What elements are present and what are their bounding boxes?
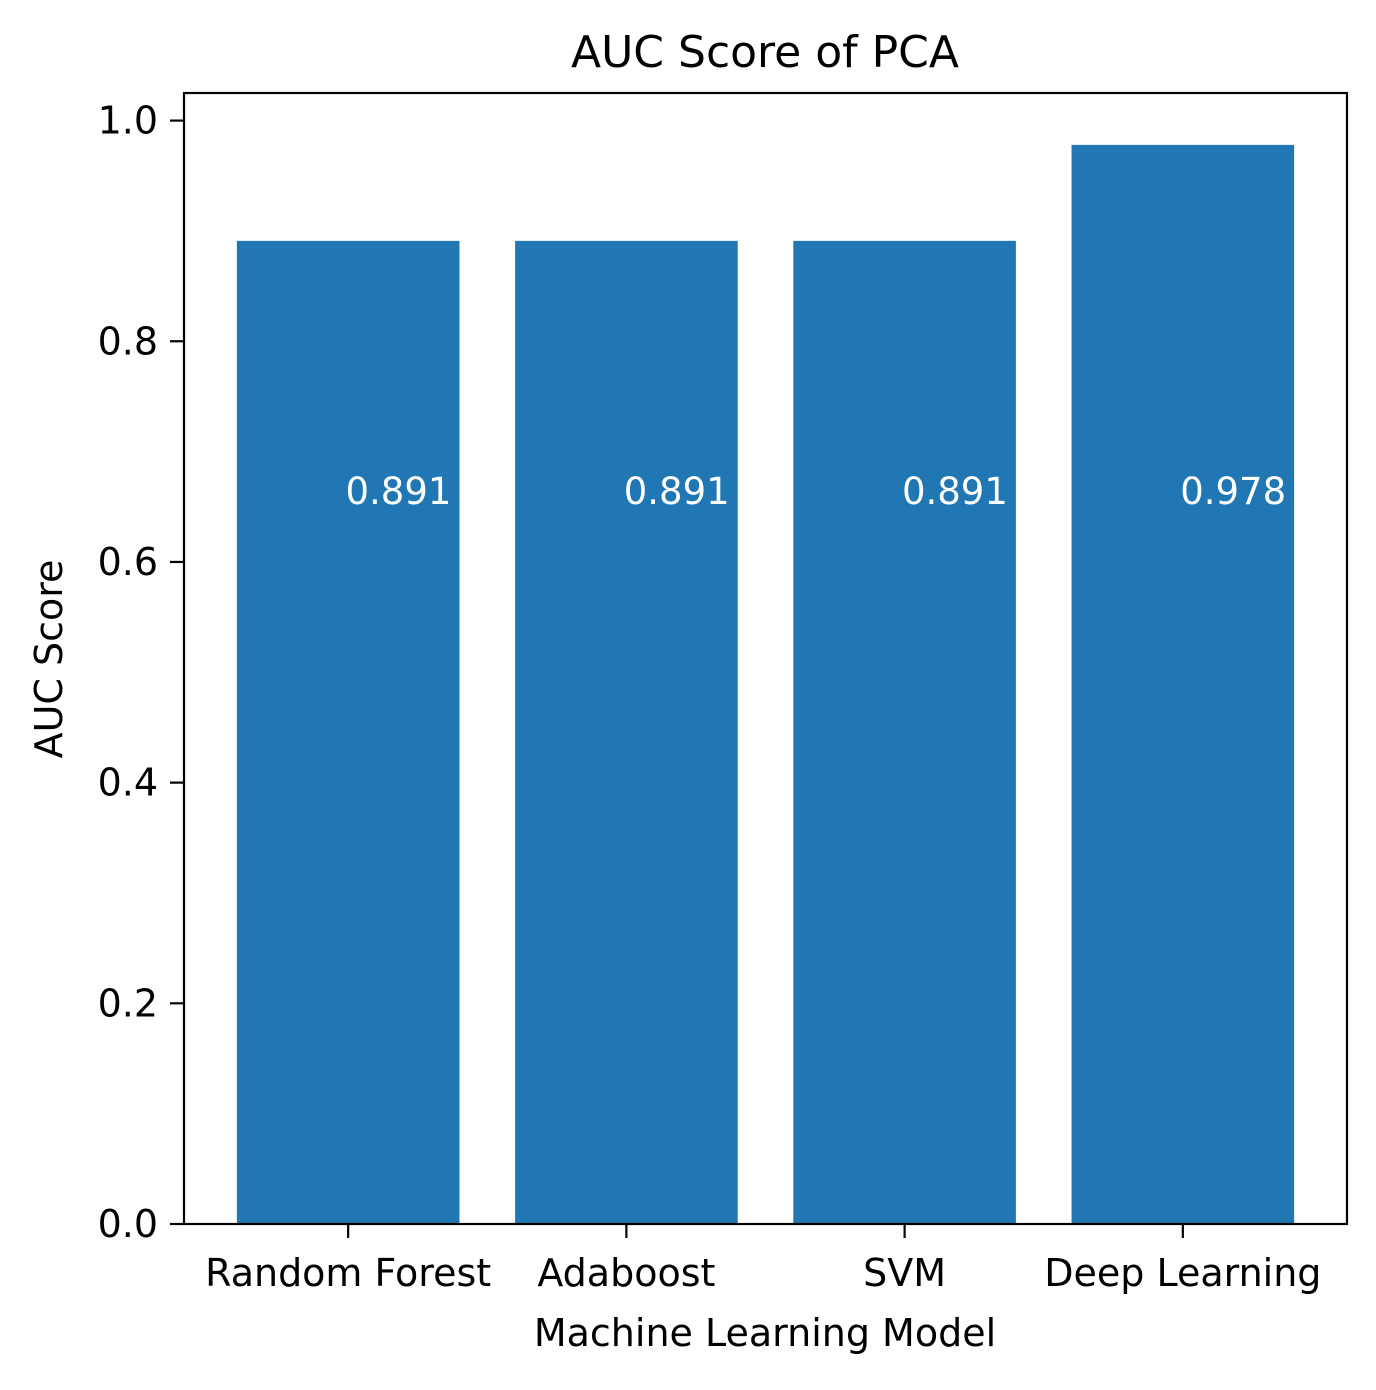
- y-tick-label: 0.4: [98, 761, 158, 805]
- plot-frame: [182, 91, 1349, 1226]
- bar: [236, 240, 460, 1225]
- y-tick-label: 0.8: [98, 319, 158, 363]
- y-tick-label: 0.6: [98, 540, 158, 584]
- bars-group: [236, 144, 1295, 1225]
- x-tick-label: SVM: [863, 1251, 946, 1295]
- bar: [1071, 144, 1295, 1225]
- x-axis-label: Machine Learning Model: [534, 1311, 996, 1355]
- y-tick-label: 0.2: [98, 981, 158, 1025]
- y-tick-label: 0.0: [98, 1202, 158, 1246]
- bar-value-label: 0.978: [1180, 470, 1286, 513]
- x-axis: Random Forest Adaboost SVM Deep Learning: [205, 1224, 1321, 1295]
- y-tick-label: 1.0: [98, 99, 158, 143]
- y-axis: 0.0 0.2 0.4 0.6 0.8 1.0: [98, 99, 184, 1246]
- bar: [793, 240, 1016, 1225]
- chart-title: AUC Score of PCA: [571, 27, 959, 78]
- x-tick-label: Random Forest: [205, 1251, 491, 1295]
- data-labels-group: 0.891 0.891 0.891 0.978: [346, 470, 1287, 513]
- bar-value-label: 0.891: [624, 470, 730, 513]
- bar-value-label: 0.891: [902, 470, 1008, 513]
- x-tick-label: Adaboost: [537, 1251, 715, 1295]
- bar-value-label: 0.891: [346, 470, 452, 513]
- bar: [515, 240, 738, 1225]
- y-axis-label: AUC Score: [27, 560, 71, 759]
- x-tick-label: Deep Learning: [1044, 1251, 1321, 1295]
